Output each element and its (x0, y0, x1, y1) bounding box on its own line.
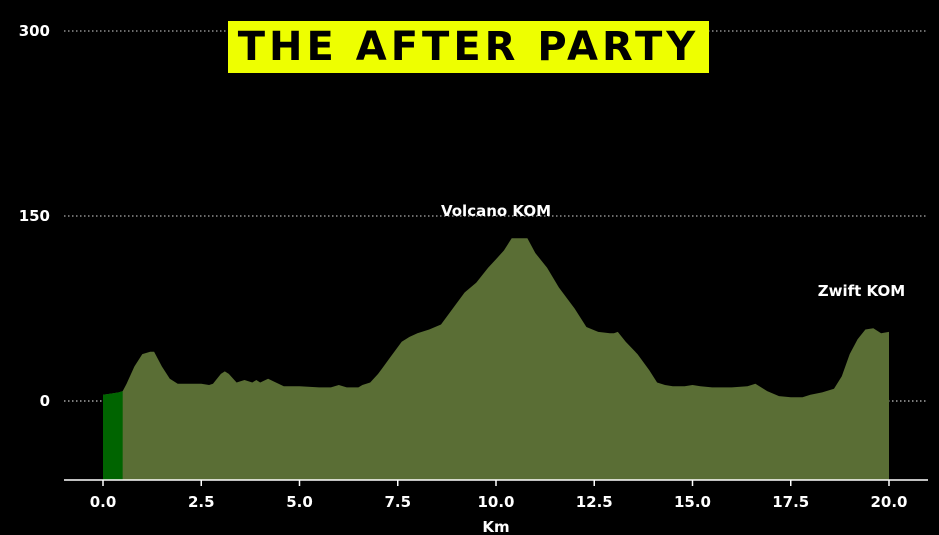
x-tick-label-7.5: 7.5 (384, 493, 411, 511)
chart-title-box: THE AFTER PARTY (228, 21, 709, 73)
x-tick-label-0.0: 0.0 (90, 493, 117, 511)
start-segment (103, 391, 123, 480)
x-tick-label-20.0: 20.0 (870, 493, 907, 511)
y-tick-label-0: 0 (40, 392, 50, 410)
x-tick-label-15.0: 15.0 (674, 493, 711, 511)
axes (64, 479, 928, 486)
chart-title: THE AFTER PARTY (237, 24, 700, 70)
labels-layer: 0 150 300 0.0 2.5 5.0 7.5 10.0 12.5 15.0 17.5 20.0 K… (19, 22, 908, 535)
elevation-area (103, 238, 889, 480)
annotation-zwift-kom: Zwift KOM (818, 282, 905, 300)
y-tick-label-150: 150 (19, 207, 50, 225)
x-tick-label-17.5: 17.5 (772, 493, 809, 511)
y-tick-label-300: 300 (19, 22, 50, 40)
x-tick-label-2.5: 2.5 (188, 493, 215, 511)
profile-area-layer (103, 238, 889, 480)
x-tick-label-10.0: 10.0 (477, 493, 514, 511)
x-axis-title: Km (482, 518, 509, 535)
x-tick-label-12.5: 12.5 (576, 493, 613, 511)
x-tick-label-5.0: 5.0 (286, 493, 313, 511)
annotation-volcano-kom: Volcano KOM (441, 202, 551, 220)
